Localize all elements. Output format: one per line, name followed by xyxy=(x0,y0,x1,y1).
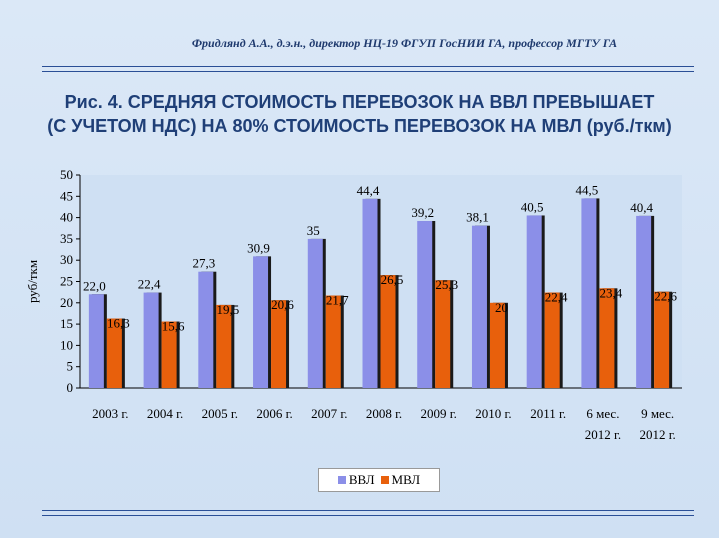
bar-mvl xyxy=(325,295,341,388)
x-tick-label: 2012 г. xyxy=(639,427,675,442)
x-tick-label: 6 мес. xyxy=(586,406,619,421)
bar-mvl xyxy=(654,291,670,388)
x-tick-label: 9 мес. xyxy=(641,406,674,421)
y-tick-label: 30 xyxy=(60,252,73,267)
bar-mvl xyxy=(161,321,177,388)
top-rule xyxy=(42,66,694,67)
top-rule-thin xyxy=(42,71,694,72)
bottom-rule-thin xyxy=(42,515,694,516)
y-axis-label: руб/ткм xyxy=(25,260,40,303)
y-tick-label: 0 xyxy=(67,380,74,395)
y-tick-label: 45 xyxy=(60,188,73,203)
x-tick-label: 2011 г. xyxy=(530,406,566,421)
data-label-vvl: 35 xyxy=(307,223,320,238)
x-tick-label: 2010 г. xyxy=(475,406,511,421)
x-tick-label: 2008 г. xyxy=(366,406,402,421)
title-line-1: Рис. 4. СРЕДНЯЯ СТОИМОСТЬ ПЕРЕВОЗОК НА В… xyxy=(64,92,655,112)
x-tick-label: 2005 г. xyxy=(202,406,238,421)
x-tick-label: 2012 г. xyxy=(585,427,621,442)
legend-item-mvl: МВЛ xyxy=(380,472,421,488)
y-tick-label: 20 xyxy=(60,295,73,310)
data-label-mvl: 15,6 xyxy=(162,319,185,334)
bar-vvl xyxy=(526,215,542,388)
y-tick-label: 25 xyxy=(60,274,73,289)
data-label-mvl: 23,4 xyxy=(600,285,623,300)
bar-vvl xyxy=(471,225,487,388)
data-label-vvl: 40,4 xyxy=(630,200,653,215)
y-tick-label: 10 xyxy=(60,337,73,352)
data-label-vvl: 22,0 xyxy=(83,278,106,293)
bar-mvl xyxy=(271,300,287,388)
data-label-vvl: 30,9 xyxy=(247,240,270,255)
data-label-mvl: 22,4 xyxy=(545,290,568,305)
bar-mvl xyxy=(599,288,615,388)
y-tick-label: 35 xyxy=(60,231,73,246)
bar-mvl xyxy=(489,302,505,388)
data-label-vvl: 40,5 xyxy=(521,199,544,214)
data-label-vvl: 38,1 xyxy=(466,210,489,225)
data-label-vvl: 44,4 xyxy=(357,183,380,198)
chart-title: Рис. 4. СРЕДНЯЯ СТОИМОСТЬ ПЕРЕВОЗОК НА В… xyxy=(0,90,719,138)
x-tick-label: 2006 г. xyxy=(256,406,292,421)
bar-vvl xyxy=(362,198,378,388)
y-tick-label: 5 xyxy=(67,359,74,374)
bar-mvl xyxy=(106,318,122,388)
data-label-vvl: 22,4 xyxy=(138,277,161,292)
data-label-mvl: 16,3 xyxy=(107,316,130,331)
legend-swatch-mvl xyxy=(380,476,389,484)
legend-item-vvl: ВВЛ xyxy=(337,472,375,488)
legend: ВВЛ МВЛ xyxy=(318,468,440,492)
data-label-mvl: 22,6 xyxy=(654,289,677,304)
legend-swatch-vvl xyxy=(337,476,346,484)
legend-label-mvl: МВЛ xyxy=(391,472,421,487)
data-label-mvl: 19,5 xyxy=(216,302,239,317)
data-label-vvl: 39,2 xyxy=(411,205,434,220)
y-tick-label: 40 xyxy=(60,210,73,225)
bar-vvl xyxy=(88,294,104,388)
x-tick-label: 2003 г. xyxy=(92,406,128,421)
data-label-vvl: 44,5 xyxy=(576,182,599,197)
bar-vvl xyxy=(198,271,214,388)
y-tick-label: 15 xyxy=(60,316,73,331)
bar-vvl xyxy=(417,221,433,388)
bar-vvl xyxy=(581,198,597,388)
bar-vvl xyxy=(143,292,159,388)
bar-mvl xyxy=(216,304,232,388)
bar-mvl xyxy=(435,280,451,388)
title-line-2: (С УЧЕТОМ НДС) НА 80% СТОИМОСТЬ ПЕРЕВОЗО… xyxy=(47,116,672,136)
bar-mvl xyxy=(544,292,560,388)
bar-vvl xyxy=(636,215,652,388)
author-caption: Фридлянд А.А., д.э.н., директор НЦ-19 ФГ… xyxy=(191,36,618,50)
bar-mvl xyxy=(380,275,396,388)
data-label-vvl: 27,3 xyxy=(192,256,215,271)
bar-vvl xyxy=(307,238,323,388)
x-tick-label: 2004 г. xyxy=(147,406,183,421)
data-label-mvl: 21,7 xyxy=(326,293,349,308)
bottom-rule xyxy=(42,510,694,511)
data-label-mvl: 25,3 xyxy=(435,277,458,292)
y-tick-label: 50 xyxy=(60,167,73,182)
x-tick-label: 2007 г. xyxy=(311,406,347,421)
x-tick-label: 2009 г. xyxy=(421,406,457,421)
data-label-mvl: 20,6 xyxy=(271,297,294,312)
legend-label-vvl: ВВЛ xyxy=(348,472,375,487)
bar-vvl xyxy=(253,256,269,388)
data-label-mvl: 26,5 xyxy=(381,272,404,287)
data-label-mvl: 20 xyxy=(495,300,508,315)
